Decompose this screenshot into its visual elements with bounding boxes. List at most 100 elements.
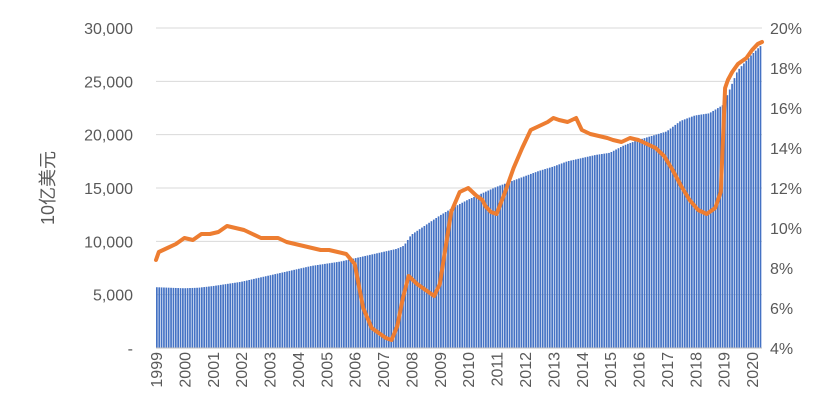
- y-right-tick: 18%: [770, 61, 802, 78]
- bar: [683, 119, 686, 348]
- y-right-tick: 10%: [770, 221, 802, 238]
- bar: [196, 287, 198, 348]
- bar: [281, 272, 284, 348]
- y-left-tick: 20,000: [84, 128, 133, 145]
- y-axis-title: 10亿美元: [38, 151, 58, 225]
- bar: [264, 276, 267, 348]
- bar: [679, 121, 681, 348]
- bar: [236, 282, 239, 348]
- bar: [572, 159, 575, 348]
- x-tick: 2008: [404, 352, 421, 388]
- bar: [165, 287, 168, 348]
- x-tick: 2005: [319, 352, 336, 388]
- bar: [314, 265, 317, 348]
- bar: [399, 247, 402, 348]
- bar: [397, 248, 400, 348]
- bar: [634, 141, 636, 348]
- y-left-tick: 15,000: [84, 181, 133, 198]
- bar: [726, 95, 729, 348]
- bar: [534, 172, 537, 348]
- y-right-tick: 4%: [770, 341, 793, 358]
- bar: [222, 284, 224, 348]
- bar: [470, 198, 473, 348]
- bar: [271, 274, 274, 348]
- bar: [558, 164, 561, 348]
- bar: [347, 259, 350, 348]
- bar: [158, 287, 161, 348]
- bar: [295, 269, 298, 348]
- bar: [492, 188, 494, 348]
- y-left-tick: 10,000: [84, 234, 133, 251]
- bar: [210, 286, 213, 348]
- bar: [340, 261, 343, 348]
- bar: [156, 287, 158, 348]
- bar: [477, 194, 480, 348]
- bar: [480, 193, 482, 348]
- bar: [747, 58, 750, 348]
- bar: [267, 275, 269, 348]
- bar: [331, 262, 333, 348]
- bar: [219, 284, 222, 348]
- bar: [307, 266, 310, 348]
- bar: [253, 278, 255, 348]
- bar: [738, 68, 741, 348]
- bar: [205, 286, 208, 348]
- bar: [688, 117, 691, 348]
- bar: [717, 108, 719, 348]
- bar: [629, 142, 632, 348]
- bar: [333, 262, 336, 348]
- bar: [641, 138, 643, 348]
- bar: [456, 205, 459, 348]
- bar: [430, 221, 433, 348]
- bar: [309, 266, 312, 348]
- bar: [731, 83, 733, 348]
- bar: [664, 131, 667, 348]
- y-right-tick: 12%: [770, 181, 802, 198]
- bar: [203, 287, 206, 348]
- bar: [335, 262, 338, 348]
- bar: [425, 224, 428, 348]
- bar: [577, 158, 580, 348]
- bar: [177, 288, 179, 348]
- bar: [513, 180, 516, 348]
- bar: [390, 250, 393, 348]
- bar: [378, 252, 381, 348]
- bar: [174, 287, 177, 348]
- bar: [411, 234, 414, 348]
- bar: [451, 207, 454, 348]
- bar: [709, 112, 712, 348]
- bar: [553, 166, 556, 348]
- bar: [366, 255, 369, 348]
- x-tick: 2014: [575, 352, 592, 388]
- bar: [662, 132, 665, 348]
- bar: [383, 251, 385, 348]
- bar: [435, 217, 438, 348]
- bar: [163, 287, 165, 348]
- bar: [638, 139, 641, 348]
- bar: [489, 189, 492, 348]
- bar: [262, 276, 265, 348]
- bar: [217, 285, 220, 348]
- bar: [182, 288, 184, 348]
- bar: [245, 280, 248, 348]
- bar: [624, 144, 627, 348]
- x-tick: 2018: [688, 352, 705, 388]
- bar: [354, 258, 357, 348]
- bar: [695, 115, 698, 348]
- bar: [525, 175, 527, 348]
- bar: [286, 271, 288, 348]
- bar: [345, 260, 348, 348]
- bar: [757, 48, 759, 349]
- bar: [482, 192, 485, 348]
- bar: [305, 267, 307, 348]
- bar: [700, 114, 703, 348]
- bar: [369, 254, 371, 348]
- bar: [371, 254, 374, 348]
- bar: [598, 154, 601, 348]
- y-right-tick: 20%: [770, 21, 802, 38]
- bar: [601, 153, 603, 348]
- bar: [631, 142, 634, 348]
- bar: [290, 270, 293, 348]
- bar: [352, 258, 355, 348]
